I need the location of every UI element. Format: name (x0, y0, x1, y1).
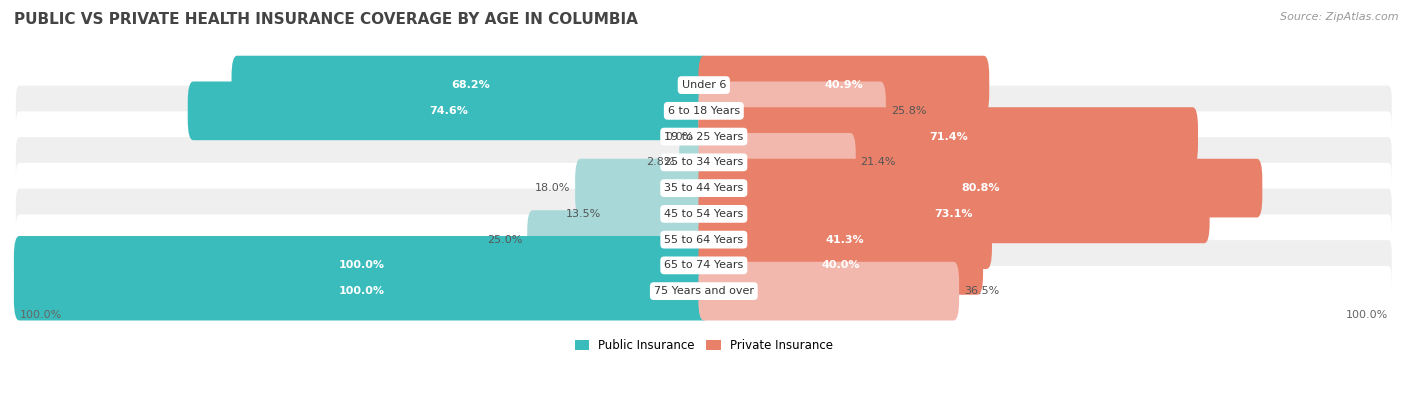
FancyBboxPatch shape (14, 236, 709, 295)
Text: 36.5%: 36.5% (965, 286, 1000, 296)
Text: 68.2%: 68.2% (451, 80, 489, 90)
Text: 21.4%: 21.4% (860, 157, 896, 167)
Text: 35 to 44 Years: 35 to 44 Years (664, 183, 744, 193)
FancyBboxPatch shape (679, 133, 709, 192)
FancyBboxPatch shape (699, 262, 959, 320)
Text: 45 to 54 Years: 45 to 54 Years (664, 209, 744, 219)
FancyBboxPatch shape (699, 210, 993, 269)
FancyBboxPatch shape (527, 210, 709, 269)
Text: 18.0%: 18.0% (534, 183, 571, 193)
Text: 73.1%: 73.1% (935, 209, 973, 219)
Text: 25.8%: 25.8% (890, 106, 927, 116)
Text: 40.9%: 40.9% (824, 80, 863, 90)
Text: 100.0%: 100.0% (339, 260, 385, 271)
Text: 25 to 34 Years: 25 to 34 Years (664, 157, 744, 167)
FancyBboxPatch shape (188, 81, 709, 140)
Text: 41.3%: 41.3% (825, 235, 865, 244)
FancyBboxPatch shape (14, 262, 709, 320)
FancyBboxPatch shape (15, 266, 1392, 316)
FancyBboxPatch shape (232, 56, 709, 114)
FancyBboxPatch shape (15, 163, 1392, 214)
Text: 65 to 74 Years: 65 to 74 Years (664, 260, 744, 271)
Text: 71.4%: 71.4% (929, 132, 967, 142)
Text: 74.6%: 74.6% (429, 106, 468, 116)
Text: 0.0%: 0.0% (665, 132, 693, 142)
FancyBboxPatch shape (15, 85, 1392, 136)
FancyBboxPatch shape (15, 189, 1392, 239)
FancyBboxPatch shape (699, 133, 856, 192)
Legend: Public Insurance, Private Insurance: Public Insurance, Private Insurance (569, 334, 838, 356)
FancyBboxPatch shape (699, 81, 886, 140)
FancyBboxPatch shape (699, 107, 1198, 166)
Text: 25.0%: 25.0% (486, 235, 523, 244)
Text: Under 6: Under 6 (682, 80, 725, 90)
FancyBboxPatch shape (575, 159, 709, 218)
Text: 19 to 25 Years: 19 to 25 Years (664, 132, 744, 142)
Text: 13.5%: 13.5% (565, 209, 602, 219)
Text: 80.8%: 80.8% (962, 183, 1000, 193)
FancyBboxPatch shape (15, 137, 1392, 188)
Text: 100.0%: 100.0% (339, 286, 385, 296)
Text: 40.0%: 40.0% (821, 260, 860, 271)
FancyBboxPatch shape (15, 112, 1392, 162)
FancyBboxPatch shape (15, 214, 1392, 265)
FancyBboxPatch shape (15, 60, 1392, 110)
Text: 75 Years and over: 75 Years and over (654, 286, 754, 296)
FancyBboxPatch shape (699, 236, 983, 295)
Text: 100.0%: 100.0% (1346, 311, 1388, 320)
FancyBboxPatch shape (15, 240, 1392, 291)
FancyBboxPatch shape (699, 56, 990, 114)
FancyBboxPatch shape (606, 185, 709, 243)
Text: 6 to 18 Years: 6 to 18 Years (668, 106, 740, 116)
Text: 55 to 64 Years: 55 to 64 Years (664, 235, 744, 244)
Text: PUBLIC VS PRIVATE HEALTH INSURANCE COVERAGE BY AGE IN COLUMBIA: PUBLIC VS PRIVATE HEALTH INSURANCE COVER… (14, 12, 638, 27)
FancyBboxPatch shape (699, 159, 1263, 218)
Text: Source: ZipAtlas.com: Source: ZipAtlas.com (1281, 12, 1399, 22)
FancyBboxPatch shape (699, 185, 1209, 243)
Text: 2.8%: 2.8% (645, 157, 675, 167)
Text: 100.0%: 100.0% (20, 311, 62, 320)
